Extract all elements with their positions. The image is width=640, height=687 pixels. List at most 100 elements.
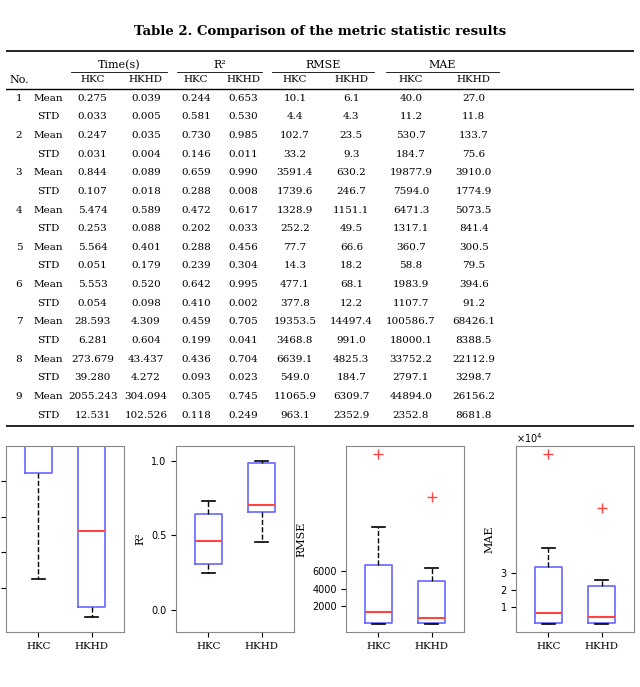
Text: 0.288: 0.288 xyxy=(181,243,211,252)
Text: HKHD: HKHD xyxy=(334,75,369,84)
Text: 19877.9: 19877.9 xyxy=(390,168,433,177)
Text: 0.288: 0.288 xyxy=(181,187,211,196)
Text: No.: No. xyxy=(9,74,29,85)
Text: 7594.0: 7594.0 xyxy=(393,187,429,196)
Text: 4: 4 xyxy=(15,205,22,214)
Text: 3298.7: 3298.7 xyxy=(456,373,492,382)
Text: 0.253: 0.253 xyxy=(78,224,108,233)
Text: 40.0: 40.0 xyxy=(399,93,422,102)
Text: 26156.2: 26156.2 xyxy=(452,392,495,401)
Text: 0.653: 0.653 xyxy=(228,93,258,102)
Text: 0.305: 0.305 xyxy=(181,392,211,401)
Text: 0.589: 0.589 xyxy=(131,205,161,214)
Text: 0.745: 0.745 xyxy=(228,392,258,401)
Text: HKC: HKC xyxy=(184,75,209,84)
Text: 6309.7: 6309.7 xyxy=(333,392,369,401)
Text: 66.6: 66.6 xyxy=(340,243,363,252)
Text: 0.093: 0.093 xyxy=(181,373,211,382)
Text: 43.437: 43.437 xyxy=(128,354,164,363)
Text: 0.004: 0.004 xyxy=(131,150,161,159)
Text: 58.8: 58.8 xyxy=(399,262,422,271)
Text: 5073.5: 5073.5 xyxy=(456,205,492,214)
Text: 75.6: 75.6 xyxy=(462,150,485,159)
Y-axis label: R²: R² xyxy=(136,532,146,545)
Text: 0.520: 0.520 xyxy=(131,280,161,289)
Text: 1328.9: 1328.9 xyxy=(276,205,313,214)
Text: 33752.2: 33752.2 xyxy=(390,354,433,363)
Text: 14.3: 14.3 xyxy=(284,262,307,271)
Text: 5.553: 5.553 xyxy=(78,280,108,289)
Text: Mean: Mean xyxy=(34,354,63,363)
Text: MAE: MAE xyxy=(429,60,456,69)
Text: 5.564: 5.564 xyxy=(78,243,108,252)
Text: 3591.4: 3591.4 xyxy=(276,168,313,177)
Text: 6639.1: 6639.1 xyxy=(276,354,313,363)
Text: 28.593: 28.593 xyxy=(74,317,111,326)
Text: 102.526: 102.526 xyxy=(124,411,168,420)
Text: 6.281: 6.281 xyxy=(78,336,108,345)
Text: Mean: Mean xyxy=(34,243,63,252)
Text: Table 2. Comparison of the metric statistic results: Table 2. Comparison of the metric statis… xyxy=(134,25,506,38)
Text: 0.202: 0.202 xyxy=(181,224,211,233)
Text: 6471.3: 6471.3 xyxy=(393,205,429,214)
Text: 33.2: 33.2 xyxy=(284,150,307,159)
Text: STD: STD xyxy=(38,411,60,420)
Text: 68426.1: 68426.1 xyxy=(452,317,495,326)
Text: 0.459: 0.459 xyxy=(181,317,211,326)
Text: 0.033: 0.033 xyxy=(228,224,258,233)
Text: 300.5: 300.5 xyxy=(459,243,488,252)
Text: 0.704: 0.704 xyxy=(228,354,258,363)
Text: 39.280: 39.280 xyxy=(74,373,111,382)
Text: 102.7: 102.7 xyxy=(280,131,310,140)
Text: 44894.0: 44894.0 xyxy=(390,392,433,401)
Text: 133.7: 133.7 xyxy=(459,131,488,140)
Text: HKHD: HKHD xyxy=(457,75,491,84)
Text: 23.5: 23.5 xyxy=(340,131,363,140)
Text: 0.239: 0.239 xyxy=(181,262,211,271)
Text: 1739.6: 1739.6 xyxy=(276,187,313,196)
Text: 0.107: 0.107 xyxy=(78,187,108,196)
Text: 0.051: 0.051 xyxy=(78,262,108,271)
Text: 5: 5 xyxy=(15,243,22,252)
Text: 0.472: 0.472 xyxy=(181,205,211,214)
Text: 77.7: 77.7 xyxy=(284,243,307,252)
Text: 9: 9 xyxy=(15,392,22,401)
Text: 841.4: 841.4 xyxy=(459,224,488,233)
Text: 0.275: 0.275 xyxy=(78,93,108,102)
Text: STD: STD xyxy=(38,150,60,159)
Text: Mean: Mean xyxy=(34,317,63,326)
Text: 0.304: 0.304 xyxy=(228,262,258,271)
Text: 18.2: 18.2 xyxy=(340,262,363,271)
Text: Mean: Mean xyxy=(34,392,63,401)
Text: R²: R² xyxy=(213,60,226,69)
Text: Mean: Mean xyxy=(34,205,63,214)
Text: 0.041: 0.041 xyxy=(228,336,258,345)
Text: Time(s): Time(s) xyxy=(98,60,141,70)
Text: 530.7: 530.7 xyxy=(396,131,426,140)
Text: HKC: HKC xyxy=(399,75,423,84)
Text: 477.1: 477.1 xyxy=(280,280,310,289)
Text: 7: 7 xyxy=(15,317,22,326)
Text: 0.985: 0.985 xyxy=(228,131,258,140)
Text: 4.3: 4.3 xyxy=(343,112,360,122)
Text: 0.244: 0.244 xyxy=(181,93,211,102)
Text: 91.2: 91.2 xyxy=(462,299,485,308)
Text: Mean: Mean xyxy=(34,168,63,177)
Text: 3910.0: 3910.0 xyxy=(456,168,492,177)
Text: 0.401: 0.401 xyxy=(131,243,161,252)
Text: 10.1: 10.1 xyxy=(284,93,307,102)
Text: 68.1: 68.1 xyxy=(340,280,363,289)
Text: 184.7: 184.7 xyxy=(396,150,426,159)
Text: 0.730: 0.730 xyxy=(181,131,211,140)
Text: 0.199: 0.199 xyxy=(181,336,211,345)
Text: 246.7: 246.7 xyxy=(337,187,366,196)
Text: 9.3: 9.3 xyxy=(343,150,360,159)
Text: 1107.7: 1107.7 xyxy=(393,299,429,308)
Text: HKHD: HKHD xyxy=(226,75,260,84)
Text: 22112.9: 22112.9 xyxy=(452,354,495,363)
Text: STD: STD xyxy=(38,299,60,308)
Text: STD: STD xyxy=(38,336,60,345)
Text: 8681.8: 8681.8 xyxy=(456,411,492,420)
Text: 0.088: 0.088 xyxy=(131,224,161,233)
Text: 79.5: 79.5 xyxy=(462,262,485,271)
